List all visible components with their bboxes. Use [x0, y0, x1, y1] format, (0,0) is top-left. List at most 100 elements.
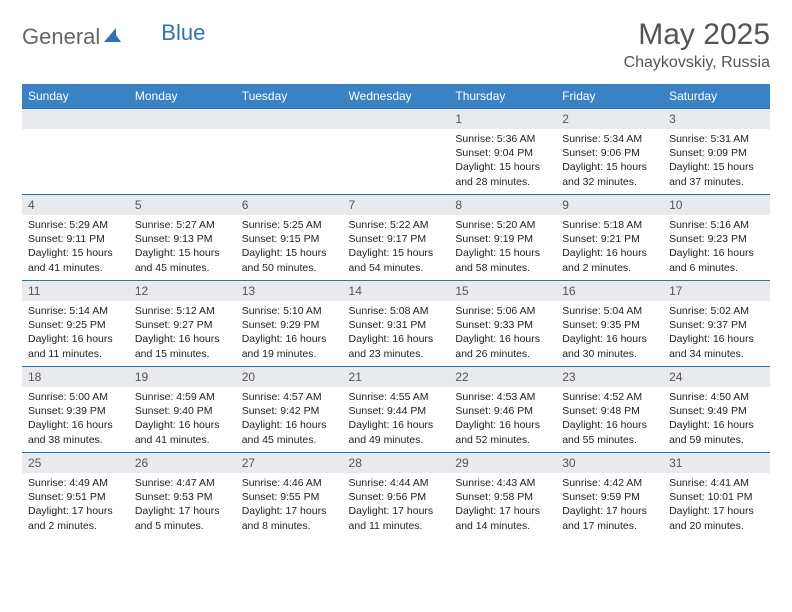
- title-block: May 2025 Chaykovskiy, Russia: [624, 18, 770, 72]
- day-number: 2: [556, 108, 663, 129]
- day-data: Sunrise: 5:36 AMSunset: 9:04 PMDaylight:…: [449, 129, 556, 193]
- calendar-cell: 23Sunrise: 4:52 AMSunset: 9:48 PMDayligh…: [556, 366, 663, 452]
- day-number: [343, 108, 450, 129]
- calendar-cell: 24Sunrise: 4:50 AMSunset: 9:49 PMDayligh…: [663, 366, 770, 452]
- calendar-cell: 18Sunrise: 5:00 AMSunset: 9:39 PMDayligh…: [22, 366, 129, 452]
- day-number: 22: [449, 366, 556, 387]
- calendar-cell: 9Sunrise: 5:18 AMSunset: 9:21 PMDaylight…: [556, 194, 663, 280]
- day-number: [22, 108, 129, 129]
- day-number: 4: [22, 194, 129, 215]
- day-data: Sunrise: 5:29 AMSunset: 9:11 PMDaylight:…: [22, 215, 129, 279]
- day-data: Sunrise: 4:50 AMSunset: 9:49 PMDaylight:…: [663, 387, 770, 451]
- calendar-cell: 16Sunrise: 5:04 AMSunset: 9:35 PMDayligh…: [556, 280, 663, 366]
- day-data: Sunrise: 5:18 AMSunset: 9:21 PMDaylight:…: [556, 215, 663, 279]
- day-number: 20: [236, 366, 343, 387]
- weekday-header: Saturday: [663, 84, 770, 108]
- calendar-cell: 6Sunrise: 5:25 AMSunset: 9:15 PMDaylight…: [236, 194, 343, 280]
- day-number: 28: [343, 452, 450, 473]
- calendar-cell: 15Sunrise: 5:06 AMSunset: 9:33 PMDayligh…: [449, 280, 556, 366]
- day-data: Sunrise: 4:46 AMSunset: 9:55 PMDaylight:…: [236, 473, 343, 537]
- calendar-page: General Blue May 2025 Chaykovskiy, Russi…: [0, 0, 792, 548]
- calendar-row: 11Sunrise: 5:14 AMSunset: 9:25 PMDayligh…: [22, 280, 770, 366]
- day-data: Sunrise: 5:08 AMSunset: 9:31 PMDaylight:…: [343, 301, 450, 365]
- calendar-row: 18Sunrise: 5:00 AMSunset: 9:39 PMDayligh…: [22, 366, 770, 452]
- day-data: Sunrise: 4:42 AMSunset: 9:59 PMDaylight:…: [556, 473, 663, 537]
- day-number: 18: [22, 366, 129, 387]
- sail-icon: [102, 24, 122, 50]
- weekday-header: Thursday: [449, 84, 556, 108]
- calendar-cell: 30Sunrise: 4:42 AMSunset: 9:59 PMDayligh…: [556, 452, 663, 538]
- day-data: Sunrise: 5:31 AMSunset: 9:09 PMDaylight:…: [663, 129, 770, 193]
- weekday-header: Sunday: [22, 84, 129, 108]
- day-number: 29: [449, 452, 556, 473]
- brand-part1: General: [22, 24, 100, 50]
- day-data: Sunrise: 4:47 AMSunset: 9:53 PMDaylight:…: [129, 473, 236, 537]
- day-data: Sunrise: 5:04 AMSunset: 9:35 PMDaylight:…: [556, 301, 663, 365]
- weekday-header: Wednesday: [343, 84, 450, 108]
- calendar-cell: 5Sunrise: 5:27 AMSunset: 9:13 PMDaylight…: [129, 194, 236, 280]
- day-data: Sunrise: 4:43 AMSunset: 9:58 PMDaylight:…: [449, 473, 556, 537]
- day-number: 9: [556, 194, 663, 215]
- calendar-cell: 29Sunrise: 4:43 AMSunset: 9:58 PMDayligh…: [449, 452, 556, 538]
- day-number: 24: [663, 366, 770, 387]
- day-data: Sunrise: 4:41 AMSunset: 10:01 PMDaylight…: [663, 473, 770, 537]
- day-number: 15: [449, 280, 556, 301]
- calendar-cell: 20Sunrise: 4:57 AMSunset: 9:42 PMDayligh…: [236, 366, 343, 452]
- calendar-cell: 8Sunrise: 5:20 AMSunset: 9:19 PMDaylight…: [449, 194, 556, 280]
- day-number: 26: [129, 452, 236, 473]
- day-number: 19: [129, 366, 236, 387]
- calendar-cell: 31Sunrise: 4:41 AMSunset: 10:01 PMDaylig…: [663, 452, 770, 538]
- day-data: Sunrise: 4:49 AMSunset: 9:51 PMDaylight:…: [22, 473, 129, 537]
- day-data: Sunrise: 5:02 AMSunset: 9:37 PMDaylight:…: [663, 301, 770, 365]
- calendar-cell: [22, 108, 129, 194]
- calendar-cell: [129, 108, 236, 194]
- calendar-table: Sunday Monday Tuesday Wednesday Thursday…: [22, 84, 770, 538]
- calendar-cell: 3Sunrise: 5:31 AMSunset: 9:09 PMDaylight…: [663, 108, 770, 194]
- calendar-cell: 25Sunrise: 4:49 AMSunset: 9:51 PMDayligh…: [22, 452, 129, 538]
- calendar-cell: 27Sunrise: 4:46 AMSunset: 9:55 PMDayligh…: [236, 452, 343, 538]
- day-number: 25: [22, 452, 129, 473]
- calendar-cell: 22Sunrise: 4:53 AMSunset: 9:46 PMDayligh…: [449, 366, 556, 452]
- brand-part2: Blue: [161, 20, 205, 46]
- day-number: 17: [663, 280, 770, 301]
- calendar-row: 4Sunrise: 5:29 AMSunset: 9:11 PMDaylight…: [22, 194, 770, 280]
- day-number: 21: [343, 366, 450, 387]
- calendar-cell: 4Sunrise: 5:29 AMSunset: 9:11 PMDaylight…: [22, 194, 129, 280]
- calendar-row: 25Sunrise: 4:49 AMSunset: 9:51 PMDayligh…: [22, 452, 770, 538]
- day-data: Sunrise: 5:20 AMSunset: 9:19 PMDaylight:…: [449, 215, 556, 279]
- day-data: Sunrise: 5:27 AMSunset: 9:13 PMDaylight:…: [129, 215, 236, 279]
- calendar-cell: 19Sunrise: 4:59 AMSunset: 9:40 PMDayligh…: [129, 366, 236, 452]
- day-data: Sunrise: 4:57 AMSunset: 9:42 PMDaylight:…: [236, 387, 343, 451]
- month-title: May 2025: [624, 18, 770, 52]
- day-data: Sunrise: 5:22 AMSunset: 9:17 PMDaylight:…: [343, 215, 450, 279]
- day-number: [236, 108, 343, 129]
- calendar-cell: 7Sunrise: 5:22 AMSunset: 9:17 PMDaylight…: [343, 194, 450, 280]
- day-data: Sunrise: 4:52 AMSunset: 9:48 PMDaylight:…: [556, 387, 663, 451]
- day-data: Sunrise: 4:59 AMSunset: 9:40 PMDaylight:…: [129, 387, 236, 451]
- day-number: 11: [22, 280, 129, 301]
- calendar-cell: 12Sunrise: 5:12 AMSunset: 9:27 PMDayligh…: [129, 280, 236, 366]
- calendar-cell: [236, 108, 343, 194]
- day-number: 30: [556, 452, 663, 473]
- day-number: 27: [236, 452, 343, 473]
- calendar-cell: 11Sunrise: 5:14 AMSunset: 9:25 PMDayligh…: [22, 280, 129, 366]
- weekday-header: Monday: [129, 84, 236, 108]
- brand-logo: General Blue: [22, 18, 205, 50]
- day-data: Sunrise: 5:12 AMSunset: 9:27 PMDaylight:…: [129, 301, 236, 365]
- day-data: Sunrise: 5:14 AMSunset: 9:25 PMDaylight:…: [22, 301, 129, 365]
- day-number: 14: [343, 280, 450, 301]
- day-number: 7: [343, 194, 450, 215]
- weekday-header: Tuesday: [236, 84, 343, 108]
- day-number: [129, 108, 236, 129]
- calendar-cell: 26Sunrise: 4:47 AMSunset: 9:53 PMDayligh…: [129, 452, 236, 538]
- day-data: Sunrise: 5:25 AMSunset: 9:15 PMDaylight:…: [236, 215, 343, 279]
- day-number: 31: [663, 452, 770, 473]
- day-data: Sunrise: 4:53 AMSunset: 9:46 PMDaylight:…: [449, 387, 556, 451]
- day-data: Sunrise: 5:00 AMSunset: 9:39 PMDaylight:…: [22, 387, 129, 451]
- day-data: Sunrise: 5:34 AMSunset: 9:06 PMDaylight:…: [556, 129, 663, 193]
- day-data: Sunrise: 5:10 AMSunset: 9:29 PMDaylight:…: [236, 301, 343, 365]
- day-data: Sunrise: 4:55 AMSunset: 9:44 PMDaylight:…: [343, 387, 450, 451]
- calendar-cell: 13Sunrise: 5:10 AMSunset: 9:29 PMDayligh…: [236, 280, 343, 366]
- day-number: 3: [663, 108, 770, 129]
- calendar-cell: 2Sunrise: 5:34 AMSunset: 9:06 PMDaylight…: [556, 108, 663, 194]
